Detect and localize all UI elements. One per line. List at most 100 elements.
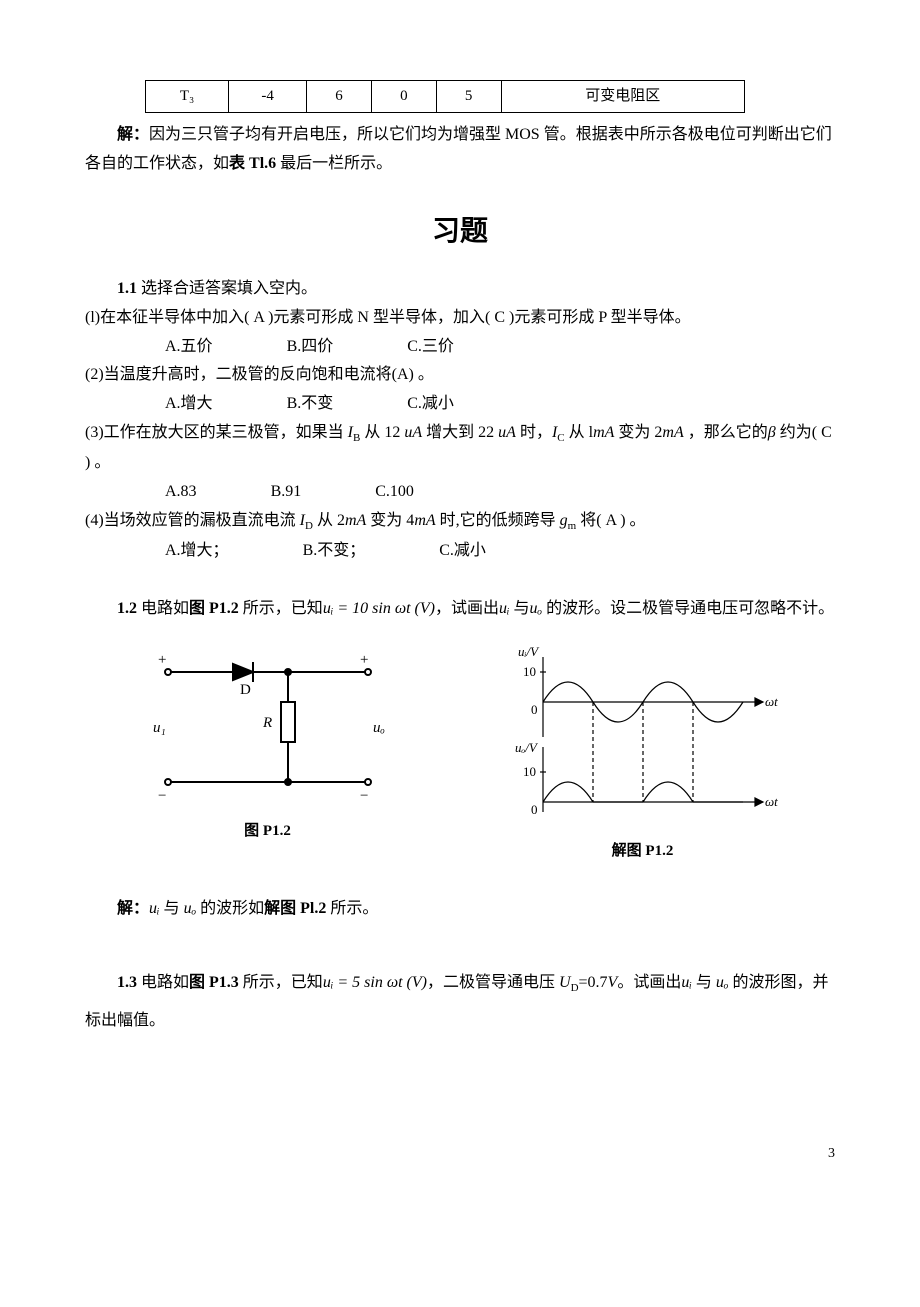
resistor-label: R bbox=[262, 715, 272, 731]
t: 的波形。设二极管导通电压可忽略不计。 bbox=[542, 600, 834, 617]
unit: uA bbox=[404, 424, 422, 441]
figure-row: + + − − D R u₁ uₒ 图 P1.2 bbox=[85, 642, 835, 865]
opt: B.不变 bbox=[287, 390, 334, 419]
diode-label: D bbox=[240, 682, 251, 698]
cell: 6 bbox=[307, 81, 372, 113]
opt: A.83 bbox=[165, 478, 197, 507]
t: 。试画出 bbox=[617, 974, 681, 991]
q1-opts4: A.增大； B.不变； C.减小 bbox=[85, 537, 835, 566]
sub: D bbox=[305, 520, 313, 532]
var: uₒ bbox=[184, 900, 197, 917]
uo-axis-label: uₒ/V bbox=[515, 740, 539, 755]
cell: -4 bbox=[229, 81, 307, 113]
page-number: 3 bbox=[85, 1141, 835, 1166]
u1-label: u₁ bbox=[153, 720, 166, 736]
opt: A.增大； bbox=[165, 537, 229, 566]
circuit-svg: + + − − D R u₁ uₒ bbox=[138, 642, 398, 812]
opt: C.100 bbox=[375, 478, 414, 507]
unit: V bbox=[608, 974, 618, 991]
circuit-caption: 图 P1.2 bbox=[138, 818, 398, 845]
t: 所示，已知 bbox=[239, 600, 323, 617]
t: 变为 4 bbox=[366, 512, 414, 529]
var: uᵢ bbox=[681, 974, 692, 991]
t: 增大到 22 bbox=[422, 424, 498, 441]
q2-solution: 解：uᵢ 与 uₒ 的波形如解图 Pl.2 所示。 bbox=[85, 895, 835, 924]
circuit-figure: + + − − D R u₁ uₒ 图 P1.2 bbox=[138, 642, 398, 845]
tick-label: 10 bbox=[523, 664, 536, 679]
t: 与 bbox=[692, 974, 716, 991]
t: 与 bbox=[160, 900, 184, 917]
waveform-figure: uᵢ/V 10 0 ωt uₒ/V 10 0 ωt 解图 P1.2 bbox=[503, 642, 783, 865]
q3: 1.3 电路如图 P1.3 所示，已知uᵢ = 5 sin ωt (V)，二极管… bbox=[85, 964, 835, 1041]
t: 所示。 bbox=[326, 900, 378, 917]
plus-label: + bbox=[158, 652, 166, 668]
t: ，试画出 bbox=[435, 600, 499, 617]
t: 时,它的低频跨导 bbox=[436, 512, 560, 529]
unit: mA bbox=[662, 424, 683, 441]
cell: 可变电阻区 bbox=[501, 81, 744, 113]
unit: mA bbox=[414, 512, 435, 529]
ref: 图 P1.2 bbox=[189, 600, 239, 617]
cell: T₃ bbox=[146, 81, 229, 113]
q1-sub4: (4)当场效应管的漏极直流电流 ID 从 2mA 变为 4mA 时,它的低频跨导… bbox=[85, 507, 835, 537]
table-row: T₃ -4 6 0 5 可变电阻区 bbox=[146, 81, 745, 113]
var: uᵢ bbox=[149, 900, 160, 917]
section-title: 习题 bbox=[85, 207, 835, 257]
var: uₒ bbox=[530, 600, 543, 617]
waveform-svg: uᵢ/V 10 0 ωt uₒ/V 10 0 ωt bbox=[503, 642, 783, 832]
uo-label: uₒ bbox=[373, 720, 385, 736]
minus-label: − bbox=[158, 788, 166, 804]
t: 将( A ) 。 bbox=[576, 512, 645, 529]
q2: 1.2 电路如图 P1.2 所示，已知uᵢ = 10 sin ωt (V)，试画… bbox=[85, 595, 835, 624]
t: (4)当场效应管的漏极直流电流 bbox=[85, 512, 300, 529]
wt-label: ωt bbox=[765, 694, 778, 709]
solution-prefix: 解： bbox=[117, 126, 149, 143]
q1-opts1: A.五价 B.四价 C.三价 bbox=[85, 333, 835, 362]
var: U bbox=[559, 974, 571, 991]
opt: B.四价 bbox=[287, 333, 334, 362]
ref: 解图 Pl.2 bbox=[264, 900, 326, 917]
t: 电路如 bbox=[137, 600, 189, 617]
zero-label: 0 bbox=[531, 802, 538, 817]
t: 变为 2 bbox=[614, 424, 662, 441]
sol-prefix: 解： bbox=[117, 900, 149, 917]
t: ，二极管导通电压 bbox=[427, 974, 559, 991]
unit: uA bbox=[498, 424, 516, 441]
opt: B.91 bbox=[271, 478, 302, 507]
cell: 5 bbox=[436, 81, 501, 113]
q1-sub3: (3)工作在放大区的某三极管，如果当 IB 从 12 uA 增大到 22 uA … bbox=[85, 419, 835, 478]
q3-num: 1.3 bbox=[117, 974, 137, 991]
t: 所示，已知 bbox=[239, 974, 323, 991]
q1-num: 1.1 bbox=[117, 280, 137, 297]
opt: A.五价 bbox=[165, 333, 213, 362]
opt: C.减小 bbox=[407, 390, 454, 419]
q1-opts2: A.增大 B.不变 C.减小 bbox=[85, 390, 835, 419]
t: 与 bbox=[510, 600, 530, 617]
q1-sub1: (l)在本征半导体中加入( A )元素可形成 N 型半导体，加入( C )元素可… bbox=[85, 304, 835, 333]
plus-label: + bbox=[360, 652, 368, 668]
opt: A.增大 bbox=[165, 390, 213, 419]
t: ，那么它的 bbox=[684, 424, 768, 441]
sub: m bbox=[568, 520, 577, 532]
cell: 0 bbox=[371, 81, 436, 113]
ref: 图 P1.3 bbox=[189, 974, 239, 991]
q1-title-text: 选择合适答案填入空内。 bbox=[137, 280, 317, 297]
t: 从 l bbox=[565, 424, 593, 441]
t: (3)工作在放大区的某三极管，如果当 bbox=[85, 424, 348, 441]
unit: mA bbox=[345, 512, 366, 529]
var: uᵢ bbox=[499, 600, 510, 617]
sub: D bbox=[571, 982, 579, 994]
t: 的波形如 bbox=[196, 900, 264, 917]
wt-label: ωt bbox=[765, 794, 778, 809]
eq: uᵢ = 5 sin ωt (V) bbox=[323, 974, 427, 991]
opt: C.三价 bbox=[407, 333, 454, 362]
solution-text: 解：因为三只管子均有开启电压，所以它们均为增强型 MOS 管。根据表中所示各极电… bbox=[85, 121, 835, 179]
var: g bbox=[560, 512, 568, 529]
opt: B.不变； bbox=[303, 537, 366, 566]
eq: uᵢ = 10 sin ωt (V) bbox=[323, 600, 435, 617]
var: β bbox=[768, 424, 776, 441]
q1-title: 1.1 选择合适答案填入空内。 bbox=[85, 275, 835, 304]
t: =0.7 bbox=[579, 974, 608, 991]
tick-label: 10 bbox=[523, 764, 536, 779]
waveform-caption: 解图 P1.2 bbox=[503, 838, 783, 865]
